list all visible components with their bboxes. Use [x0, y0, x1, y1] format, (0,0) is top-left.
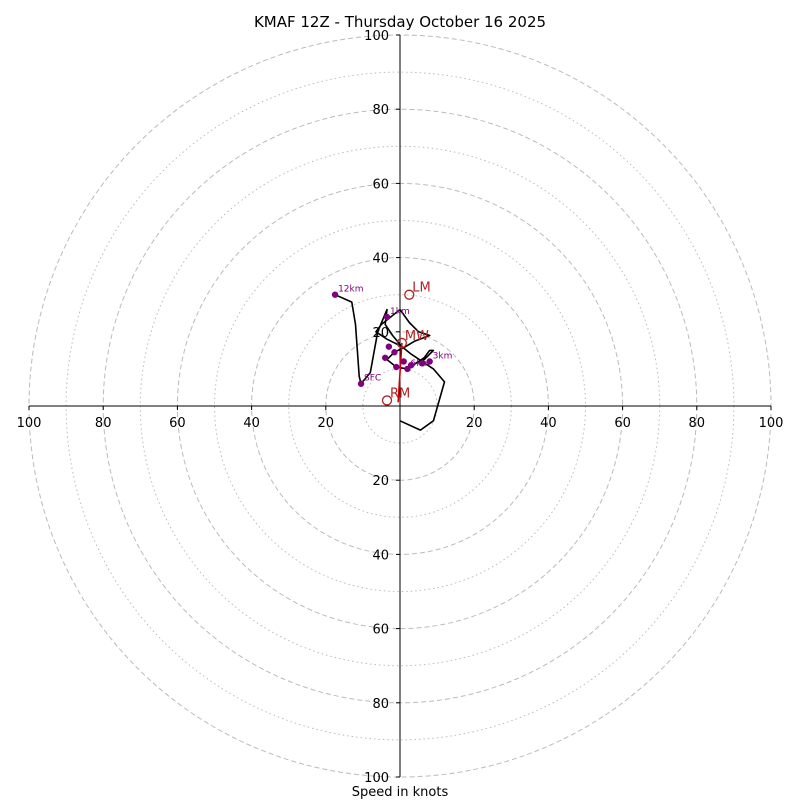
- height-point: [385, 343, 393, 350]
- shear-vector: [397, 342, 403, 403]
- height-point: [393, 363, 400, 371]
- y-tick-label: 60: [372, 177, 389, 192]
- x-tick-label: 100: [17, 416, 42, 431]
- x-tick-label: 80: [95, 416, 112, 431]
- hodograph-trace: [334, 293, 446, 431]
- axes: [29, 35, 771, 777]
- x-axis-label: Speed in knots: [352, 785, 449, 800]
- height-point: [426, 358, 433, 365]
- x-tick-label: 60: [169, 416, 186, 431]
- height-point: [383, 313, 391, 321]
- y-tick-label: 80: [372, 103, 389, 118]
- height-point-label: 1km: [390, 307, 410, 317]
- x-tick-label: 20: [466, 416, 483, 431]
- y-tick-label: 80: [372, 697, 389, 712]
- height-points: SFC1km3km6km12km: [331, 285, 453, 387]
- height-point: [381, 354, 389, 361]
- storm-motion-label: RM: [390, 386, 410, 401]
- storm-motion-marker: [381, 395, 393, 406]
- height-point: [407, 361, 415, 369]
- height-point-label: 3km: [433, 351, 453, 361]
- storm-motion-marker: [396, 337, 408, 349]
- y-tick-label: 100: [364, 29, 389, 44]
- y-tick-label: 40: [372, 548, 389, 563]
- x-tick-label: 80: [689, 416, 706, 431]
- storm-motion-markers: LM RM MW: [381, 281, 431, 406]
- storm-motion-label: LM: [412, 281, 430, 296]
- height-point: [331, 291, 339, 298]
- chart-title: KMAF 12Z - Thursday October 16 2025: [254, 13, 546, 31]
- x-tick-label: 100: [759, 416, 784, 431]
- height-point-label: 12km: [338, 285, 363, 295]
- shear-vector-line: [397, 342, 403, 403]
- hodograph-line: [334, 293, 446, 431]
- height-point-label: SFC: [364, 374, 381, 384]
- height-point: [419, 360, 426, 367]
- x-tick-labels: 100 80 60 40 20 20 40 60 80 100: [17, 406, 784, 431]
- y-tick-label: 100: [364, 771, 389, 786]
- storm-motion-label: MW: [405, 329, 429, 344]
- x-tick-label: 20: [318, 416, 335, 431]
- x-tick-label: 40: [243, 416, 260, 431]
- height-point: [357, 380, 365, 387]
- x-tick-label: 60: [614, 416, 631, 431]
- x-tick-label: 40: [540, 416, 557, 431]
- height-point: [400, 358, 407, 365]
- storm-motion-marker: [404, 289, 415, 300]
- y-tick-label: 60: [372, 623, 389, 638]
- y-tick-label: 40: [372, 252, 389, 267]
- height-point: [391, 349, 398, 356]
- y-tick-label: 20: [372, 474, 389, 489]
